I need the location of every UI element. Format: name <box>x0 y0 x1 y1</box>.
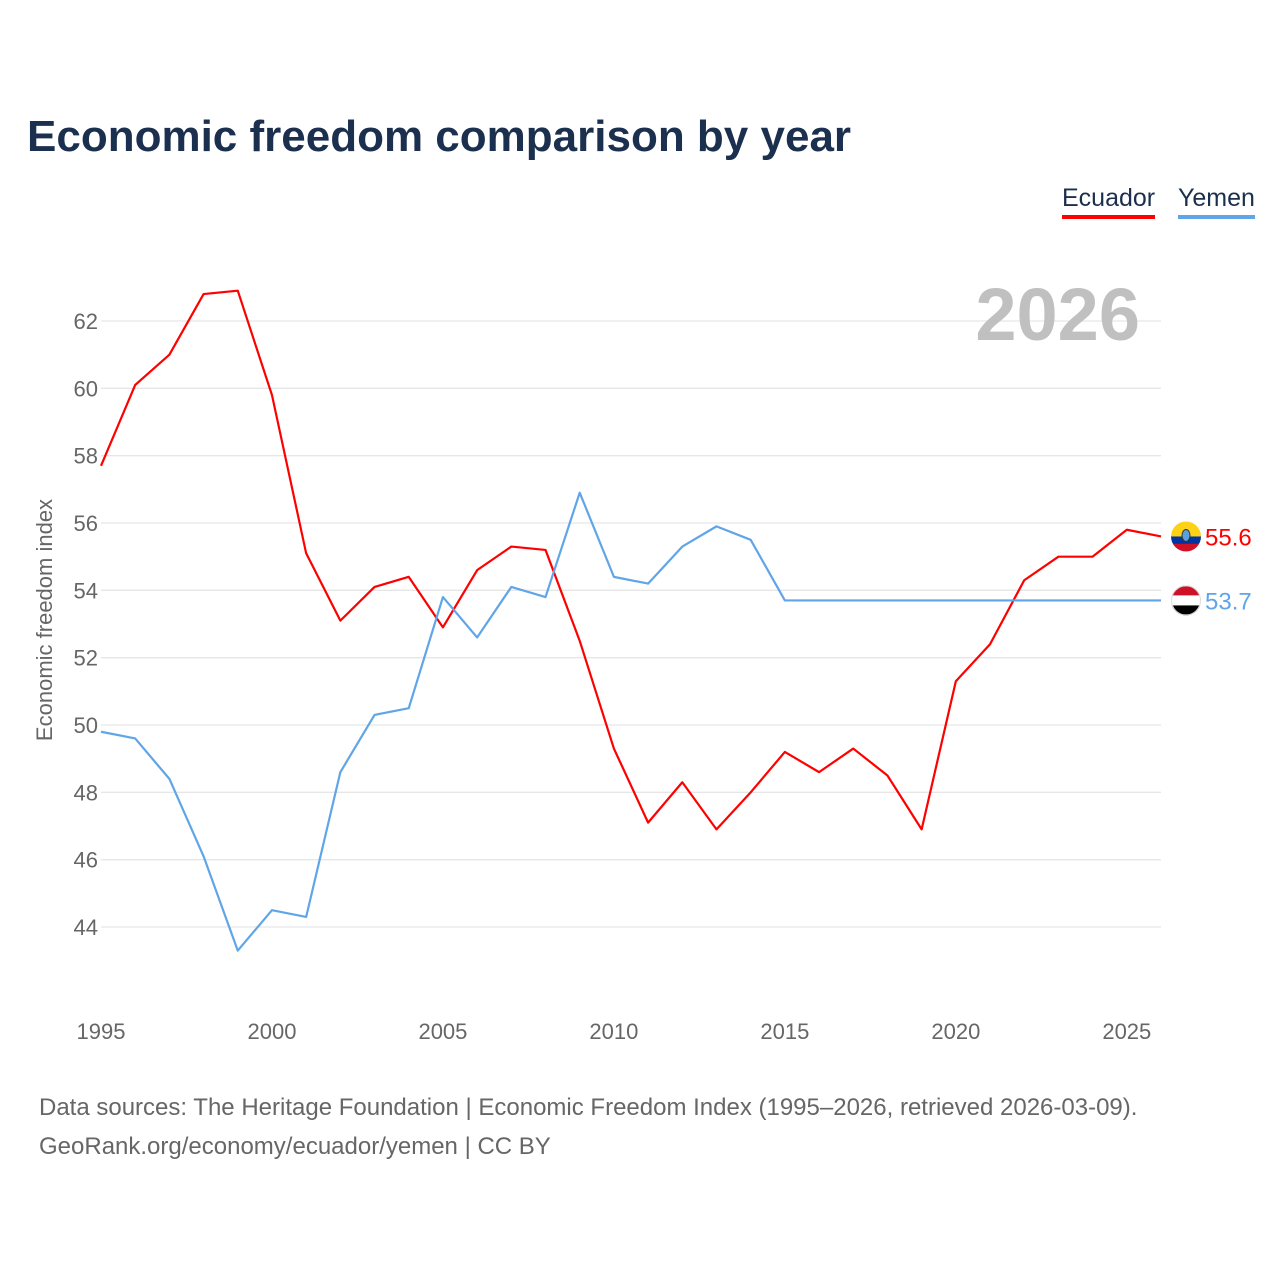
source-line-2[interactable]: GeoRank.org/economy/ecuador/yemen | CC B… <box>39 1133 551 1160</box>
yemen-end-value: 53.7 <box>1205 588 1252 615</box>
x-tick-label: 2000 <box>247 1019 296 1044</box>
x-tick-label: 2005 <box>418 1019 467 1044</box>
chart-title: Economic freedom comparison by year <box>27 112 852 161</box>
source-note: Data sources: The Heritage Foundation | … <box>39 1088 1137 1166</box>
series-line-ecuador <box>99 289 1162 831</box>
y-tick-label: 46 <box>74 848 98 873</box>
x-tick-label: 2010 <box>589 1019 638 1044</box>
ecuador-flag-icon <box>1171 521 1201 552</box>
y-axis-label: Economic freedom index <box>32 499 57 741</box>
ecuador-end-value: 55.6 <box>1205 524 1252 551</box>
x-tick-label: 2020 <box>931 1019 980 1044</box>
yemen-flag-icon <box>1171 585 1201 616</box>
legend-ecuador[interactable]: Ecuador <box>1062 184 1156 219</box>
flag-band <box>1171 595 1201 606</box>
flag-band <box>1171 585 1201 596</box>
y-tick-label: 58 <box>74 444 98 469</box>
y-tick-label: 44 <box>74 915 98 940</box>
x-tick-label: 2025 <box>1102 1019 1151 1044</box>
flag-band <box>1171 543 1201 552</box>
y-tick-label: 62 <box>74 309 98 334</box>
x-tick-label: 1995 <box>77 1019 126 1044</box>
series-line-yemen <box>100 491 1161 952</box>
y-tick-label: 50 <box>74 713 98 738</box>
flag-border <box>1171 585 1201 616</box>
year-watermark: 2026 <box>975 273 1140 356</box>
y-tick-label: 60 <box>74 376 98 401</box>
legend-yemen[interactable]: Yemen <box>1178 184 1255 219</box>
y-tick-label: 56 <box>74 511 98 536</box>
x-tick-label: 2015 <box>760 1019 809 1044</box>
y-tick-label: 52 <box>74 646 98 671</box>
y-tick-label: 48 <box>74 780 98 805</box>
flag-band <box>1171 605 1201 616</box>
source-line-1: Data sources: The Heritage Foundation | … <box>39 1094 1138 1121</box>
y-tick-label: 54 <box>74 578 98 603</box>
flag-emblem <box>1181 528 1191 542</box>
